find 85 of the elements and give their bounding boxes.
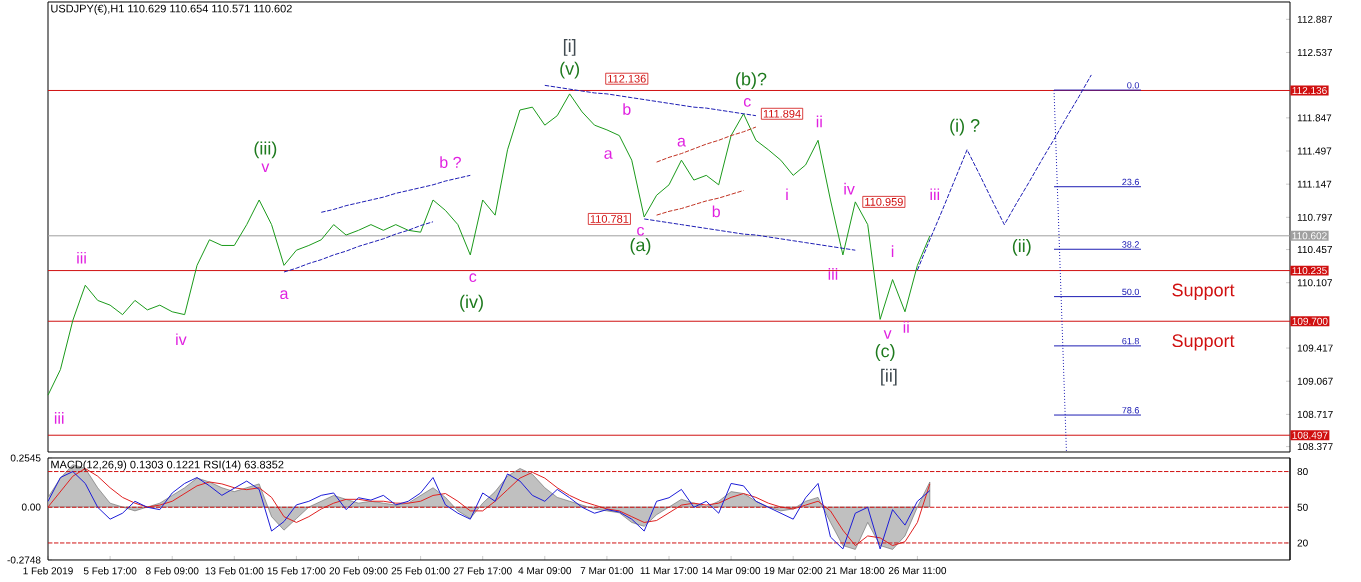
y2-tick-label: 20 <box>1297 539 1308 547</box>
y-tick-label: 111.497 <box>1297 147 1332 155</box>
annotation: ii <box>816 115 822 128</box>
annotation: [i] <box>563 39 576 56</box>
series-label: 61.8 <box>1122 337 1139 345</box>
annotation: (c) <box>875 344 895 361</box>
x-tick-label: 7 Mar 01:00 <box>580 567 634 575</box>
y-tick-label: 109.417 <box>1297 344 1333 352</box>
series-label: 23.6 <box>1122 178 1139 186</box>
annotation: iii <box>930 188 940 201</box>
annotation: (a) <box>630 238 651 255</box>
y-tick-label: 109.067 <box>1297 377 1333 385</box>
series-label: 50.0 <box>1122 288 1139 296</box>
y-tick-label: 110.797 <box>1297 213 1332 221</box>
x-tick-label: 5 Feb 17:00 <box>83 567 137 575</box>
annotation: (v) <box>560 61 580 79</box>
annotation: (ii) <box>1012 238 1031 256</box>
y2-tick-label: 80 <box>1297 468 1308 476</box>
ref-line-label: 112.136 <box>1292 86 1327 95</box>
y-tick-label: 108.717 <box>1297 410 1333 418</box>
x-tick-label: 13 Feb 01:00 <box>205 567 264 575</box>
y-tick-label: 110.457 <box>1297 245 1332 254</box>
annotation: iv <box>176 333 187 346</box>
annotation: (iv) <box>460 294 483 312</box>
ref-line-label: 110.602 <box>1292 232 1327 240</box>
annotation: iv <box>844 182 855 195</box>
y-tick-label: 110.107 <box>1297 279 1332 287</box>
x-tick-label: 8 Feb 09:00 <box>145 567 199 575</box>
annotation: i <box>786 188 788 201</box>
annotation: b <box>712 205 720 218</box>
x-tick-label: 14 Mar 09:00 <box>702 567 761 575</box>
annotation: i <box>891 245 894 257</box>
annotation: a <box>677 137 686 147</box>
annotation: b <box>623 103 631 115</box>
annotation: (i) ? <box>950 118 980 136</box>
series-label: 0.0 <box>1127 82 1139 89</box>
annotation: [ii] <box>881 368 897 386</box>
x-tick-label: 27 Feb 17:00 <box>453 567 512 575</box>
line-series <box>47 93 931 396</box>
annotation: 110.781 <box>590 215 629 223</box>
y-tick-label: 112.887 <box>1297 15 1332 23</box>
annotation: Support <box>1172 283 1235 300</box>
annotation: c <box>743 98 751 107</box>
y-tick-label: 112.537 <box>1297 48 1332 57</box>
ref-line-label: 109.700 <box>1292 317 1328 325</box>
y2-tick-label: 50 <box>1297 503 1308 511</box>
x-tick-label: 1 Feb 2019 <box>23 567 73 575</box>
x-tick-label: 11 Mar 17:00 <box>640 567 698 575</box>
annotation: a <box>604 150 613 159</box>
x-tick-label: 21 Mar 18:00 <box>826 567 885 575</box>
annotation: b ? <box>440 156 461 168</box>
y-tick-label: 108.377 <box>1297 443 1333 451</box>
annotation: 111.894 <box>763 109 801 118</box>
annotation: Support <box>1172 334 1235 351</box>
annotation: c <box>637 226 645 236</box>
y-tick-label: 111.847 <box>1297 114 1332 122</box>
annotation: c <box>469 273 477 283</box>
series-label: 78.6 <box>1122 407 1139 414</box>
annotation: iii <box>77 251 86 264</box>
annotation: a <box>280 290 289 300</box>
annotation: ii <box>903 321 909 333</box>
annotation: 112.136 <box>608 74 646 83</box>
x-tick-label: 19 Mar 02:00 <box>764 567 823 575</box>
chart-title: USDJPY(€),H1 110.629 110.654 110.571 110.602 <box>51 4 292 15</box>
x-tick-label: 15 Feb 17:00 <box>267 567 326 575</box>
annotation: (b)? <box>736 72 767 90</box>
series-label: 38.2 <box>1122 241 1139 248</box>
ref-line-label: 110.235 <box>1292 267 1327 275</box>
annotation: iii <box>54 412 64 424</box>
y-tick-label: -0.2748 <box>7 556 41 564</box>
x-tick-label: 26 Mar 11:00 <box>888 567 947 575</box>
x-tick-label: 25 Feb 01:00 <box>391 567 450 575</box>
x-tick-label: 4 Mar 09:00 <box>518 567 572 575</box>
x-tick-label: 20 Feb 09:00 <box>329 567 388 575</box>
line-series <box>656 190 745 216</box>
y-tick-label: 111.147 <box>1297 180 1332 188</box>
annotation: iii <box>828 268 838 280</box>
line-series <box>320 174 471 213</box>
annotation: 110.959 <box>865 197 903 206</box>
annotation: v <box>261 163 270 173</box>
y-tick-label: 0.2545 <box>10 454 41 462</box>
ref-line-label: 108.497 <box>1292 431 1328 439</box>
y-tick-label: 0.00 <box>21 503 41 511</box>
annotation: v <box>883 330 892 339</box>
annotation: (iii) <box>254 141 277 159</box>
